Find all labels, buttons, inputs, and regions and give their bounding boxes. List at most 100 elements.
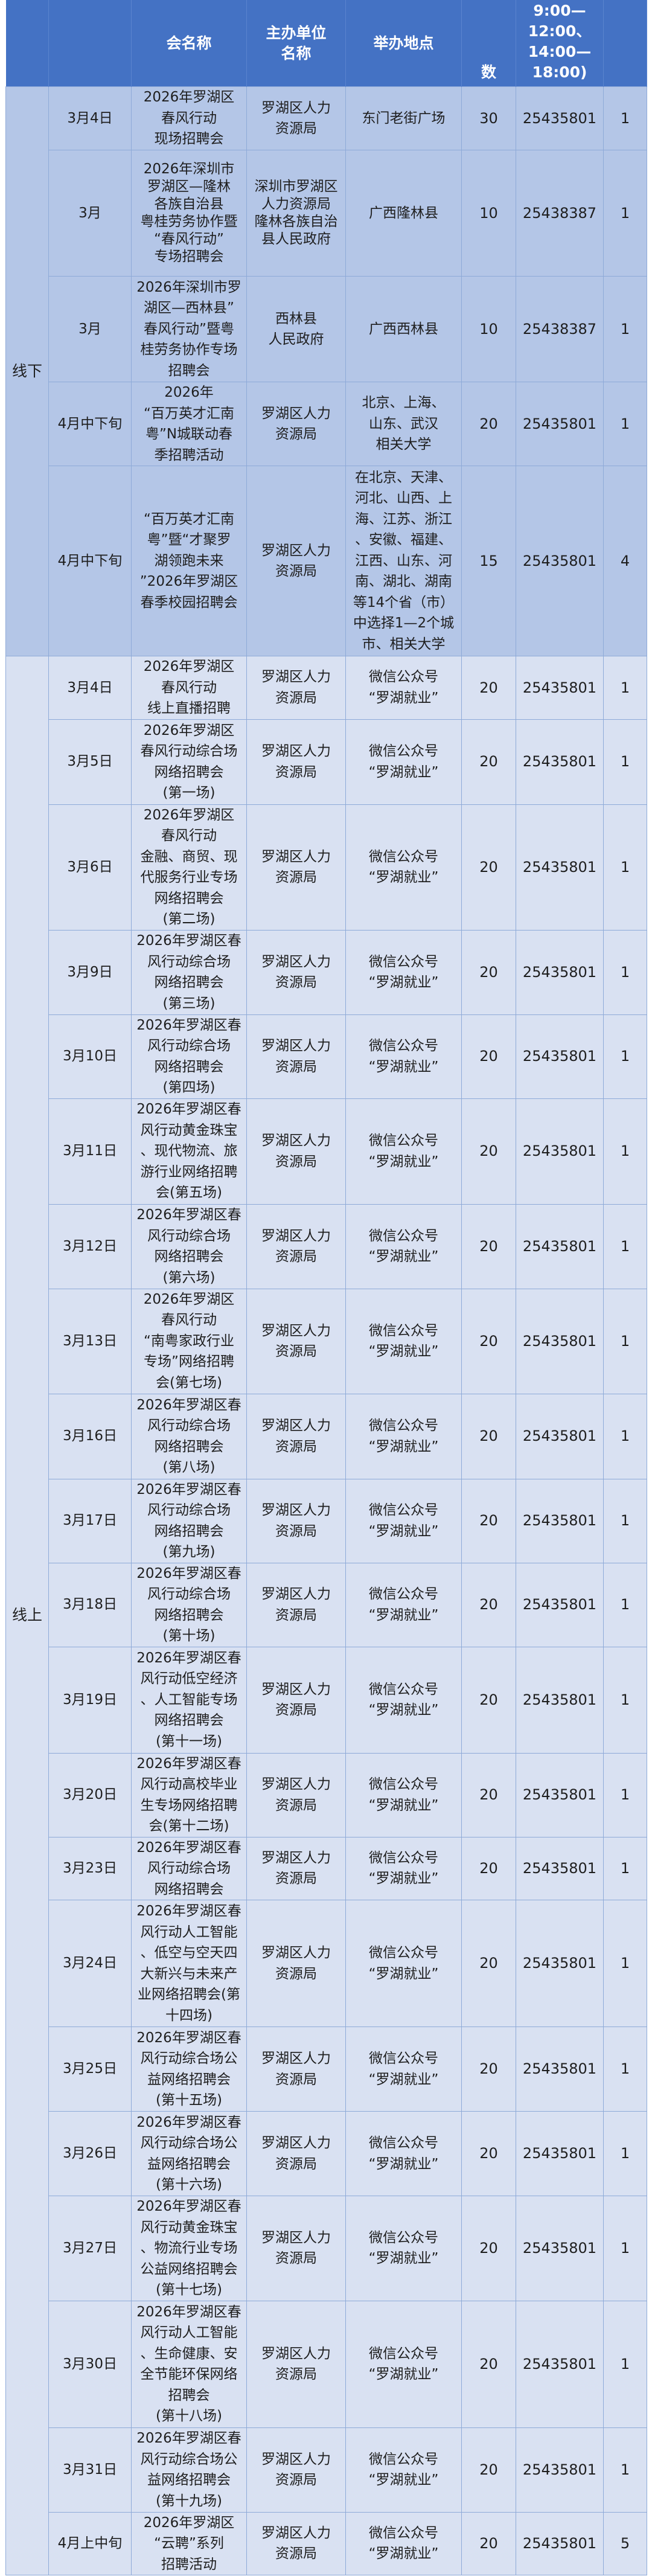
category-cell-offline: 线下 bbox=[5, 86, 49, 656]
table-body: 线下 3月4日 2026年罗湖区 春风行动 现场招聘会 罗湖区人力 资源局 东门老街广场… bbox=[5, 86, 647, 2575]
employer-count-cell: 20 bbox=[461, 1752, 516, 1837]
contact-phone-cell: 25435801 bbox=[516, 2027, 604, 2112]
date-cell: 3月4日 bbox=[48, 86, 132, 150]
header-organizer: 主办单位 名称 bbox=[246, 0, 346, 87]
date-cell: 3月23日 bbox=[48, 1836, 132, 1900]
sessions-cell: 1 bbox=[603, 1562, 647, 1647]
date-cell: 3月11日 bbox=[48, 1098, 132, 1205]
sessions-cell: 1 bbox=[603, 86, 647, 150]
employer-count-cell: 20 bbox=[461, 2196, 516, 2301]
sessions-cell: 1 bbox=[603, 1393, 647, 1479]
fair-name-cell: 2026年 “百万英才汇南 粤”N城联动春 季招聘活动 bbox=[131, 382, 247, 466]
location-cell: 北京、上海、 山东、武汉 相关大学 bbox=[345, 382, 462, 466]
location-cell: 微信公众号 “罗湖就业” bbox=[345, 1562, 462, 1647]
sessions-cell: 1 bbox=[603, 1836, 647, 1900]
table-row: 3月10日 2026年罗湖区春 风行动综合场 网络招聘会 (第四场) 罗湖区人力 资… bbox=[6, 1014, 647, 1099]
fair-name-cell: 2026年罗湖区春 风行动综合场 网络招聘会 bbox=[131, 1836, 247, 1900]
sessions-cell: 1 bbox=[603, 2427, 647, 2513]
organizer-cell: 罗湖区人力 资源局 bbox=[246, 929, 346, 1015]
sessions-cell: 1 bbox=[603, 929, 647, 1015]
table-row: 3月26日 2026年罗湖区春 风行动综合场公 益网络招聘会 (第十六场) 罗湖区人… bbox=[6, 2111, 647, 2196]
table-header: 会名称 主办单位 名称 举办地点 数 9:00—12:00、 14:00—18:… bbox=[5, 0, 647, 87]
location-cell: 微信公众号 “罗湖就业” bbox=[345, 1836, 462, 1900]
date-cell: 3月30日 bbox=[48, 2300, 132, 2428]
location-cell: 微信公众号 “罗湖就业” bbox=[345, 1014, 462, 1099]
header-category bbox=[5, 0, 49, 87]
employer-count-cell: 20 bbox=[461, 2511, 516, 2575]
fair-name-cell: 2026年罗湖区春 风行动综合场 网络招聘会 (第六场) bbox=[131, 1203, 247, 1289]
sessions-cell: 1 bbox=[603, 1014, 647, 1099]
organizer-cell: 罗湖区人力 资源局 bbox=[246, 2300, 346, 2428]
sessions-cell: 1 bbox=[603, 2300, 647, 2428]
organizer-cell: 西林县 人民政府 bbox=[246, 276, 346, 382]
employer-count-cell: 20 bbox=[461, 2111, 516, 2196]
date-cell: 4月上中旬 bbox=[48, 2511, 132, 2575]
date-cell: 4月中下旬 bbox=[48, 466, 132, 656]
table-row: 3月13日 2026年罗湖区 春风行动 “南粤家政行业 专场”网络招聘 会(第七场… bbox=[6, 1288, 647, 1394]
contact-phone-cell: 25435801 bbox=[516, 2196, 604, 2301]
organizer-cell: 罗湖区人力 资源局 bbox=[246, 1752, 346, 1837]
sessions-cell: 1 bbox=[603, 276, 647, 382]
contact-phone-cell: 25435801 bbox=[516, 1014, 604, 1099]
employer-count-cell: 20 bbox=[461, 2300, 516, 2428]
date-cell: 3月26日 bbox=[48, 2111, 132, 2196]
table-row: 3月25日 2026年罗湖区春 风行动综合场公 益网络招聘会 (第十五场) 罗湖区人… bbox=[6, 2027, 647, 2112]
date-cell: 3月27日 bbox=[48, 2196, 132, 2301]
contact-phone-cell: 25435801 bbox=[516, 466, 604, 656]
header-sessions bbox=[603, 0, 647, 87]
table-row: 3月27日 2026年罗湖区春 风行动黄金珠宝 、物流行业专场 公益网络招聘会 (… bbox=[6, 2196, 647, 2301]
contact-phone-cell: 25435801 bbox=[516, 1900, 604, 2027]
header-employer-count: 数 bbox=[461, 0, 516, 87]
date-cell: 4月中下旬 bbox=[48, 382, 132, 466]
table-row: 4月中下旬 2026年 “百万英才汇南 粤”N城联动春 季招聘活动 罗湖区人力 资源… bbox=[6, 382, 647, 466]
employer-count-cell: 20 bbox=[461, 2027, 516, 2112]
location-cell: 微信公众号 “罗湖就业” bbox=[345, 2427, 462, 2513]
fair-name-cell: 2026年罗湖区春 风行动综合场 网络招聘会 (第十场) bbox=[131, 1562, 247, 1647]
employer-count-cell: 30 bbox=[461, 86, 516, 150]
table-row: 3月12日 2026年罗湖区春 风行动综合场 网络招聘会 (第六场) 罗湖区人力 资… bbox=[6, 1203, 647, 1289]
location-cell: 微信公众号 “罗湖就业” bbox=[345, 2511, 462, 2575]
location-cell: 广西西林县 bbox=[345, 276, 462, 382]
organizer-cell: 罗湖区人力 资源局 bbox=[246, 86, 346, 150]
sessions-cell: 1 bbox=[603, 1098, 647, 1205]
organizer-cell: 罗湖区人力 资源局 bbox=[246, 2196, 346, 2301]
contact-phone-cell: 25435801 bbox=[516, 719, 604, 805]
date-cell: 3月 bbox=[48, 150, 132, 277]
date-cell: 3月25日 bbox=[48, 2027, 132, 2112]
date-cell: 3月 bbox=[48, 276, 132, 382]
category-cell-online: 线上 bbox=[5, 656, 49, 2575]
table-row: 3月17日 2026年罗湖区春 风行动综合场 网络招聘会 (第九场) 罗湖区人力 资… bbox=[6, 1478, 647, 1563]
table-row: 线上 3月4日 2026年罗湖区 春风行动 线上直播招聘 罗湖区人力 资源局 微信公众号… bbox=[5, 656, 647, 2575]
date-cell: 3月16日 bbox=[48, 1393, 132, 1479]
organizer-cell: 罗湖区人力 资源局 bbox=[246, 1836, 346, 1900]
table-row: 3月20日 2026年罗湖区春 风行动高校毕业 生专场网络招聘 会(第十二场) 罗湖… bbox=[6, 1752, 647, 1837]
location-cell: 微信公众号 “罗湖就业” bbox=[345, 1203, 462, 1289]
fair-name-cell: 2026年罗湖区春 风行动综合场公 益网络招聘会 (第十九场) bbox=[131, 2427, 247, 2513]
organizer-cell: 罗湖区人力 资源局 bbox=[246, 1288, 346, 1394]
fair-name-cell: 2026年罗湖区春 风行动综合场 网络招聘会 (第九场) bbox=[131, 1478, 247, 1563]
sessions-cell: 1 bbox=[603, 1752, 647, 1837]
header-contact-phone: 9:00—12:00、 14:00—18:00) bbox=[516, 0, 604, 87]
organizer-cell: 罗湖区人力 资源局 bbox=[246, 1646, 346, 1754]
sessions-cell: 1 bbox=[603, 1900, 647, 2027]
fair-name-cell: 2026年罗湖区 “云聘”系列 招聘活动 bbox=[131, 2511, 247, 2575]
fair-name-cell: 2026年罗湖区 春风行动 现场招聘会 bbox=[131, 86, 247, 150]
contact-phone-cell: 25435801 bbox=[516, 656, 604, 720]
table-row: 3月31日 2026年罗湖区春 风行动综合场公 益网络招聘会 (第十九场) 罗湖区人… bbox=[6, 2427, 647, 2513]
table-row: 3月 2026年深圳市 罗湖区—隆林 各族自治县 粤桂劳务协作暨 “春风行动” 专… bbox=[6, 150, 647, 277]
table-row: 3月16日 2026年罗湖区春 风行动综合场 网络招聘会 (第八场) 罗湖区人力 资… bbox=[6, 1393, 647, 1479]
sessions-cell: 4 bbox=[603, 466, 647, 656]
sessions-cell: 1 bbox=[603, 1646, 647, 1754]
employer-count-cell: 20 bbox=[461, 1014, 516, 1099]
date-cell: 3月13日 bbox=[48, 1288, 132, 1394]
organizer-cell: 罗湖区人力 资源局 bbox=[246, 804, 346, 931]
job-fair-schedule-table: 会名称 主办单位 名称 举办地点 数 9:00—12:00、 14:00—18:… bbox=[5, 0, 647, 2575]
contact-phone-cell: 25435801 bbox=[516, 1098, 604, 1205]
organizer-cell: 罗湖区人力 资源局 bbox=[246, 656, 346, 720]
employer-count-cell: 20 bbox=[461, 804, 516, 931]
sessions-cell: 1 bbox=[603, 804, 647, 931]
employer-count-cell: 20 bbox=[461, 1203, 516, 1289]
sessions-cell: 5 bbox=[603, 2511, 647, 2575]
organizer-cell: 罗湖区人力 资源局 bbox=[246, 382, 346, 466]
employer-count-cell: 20 bbox=[461, 1098, 516, 1205]
